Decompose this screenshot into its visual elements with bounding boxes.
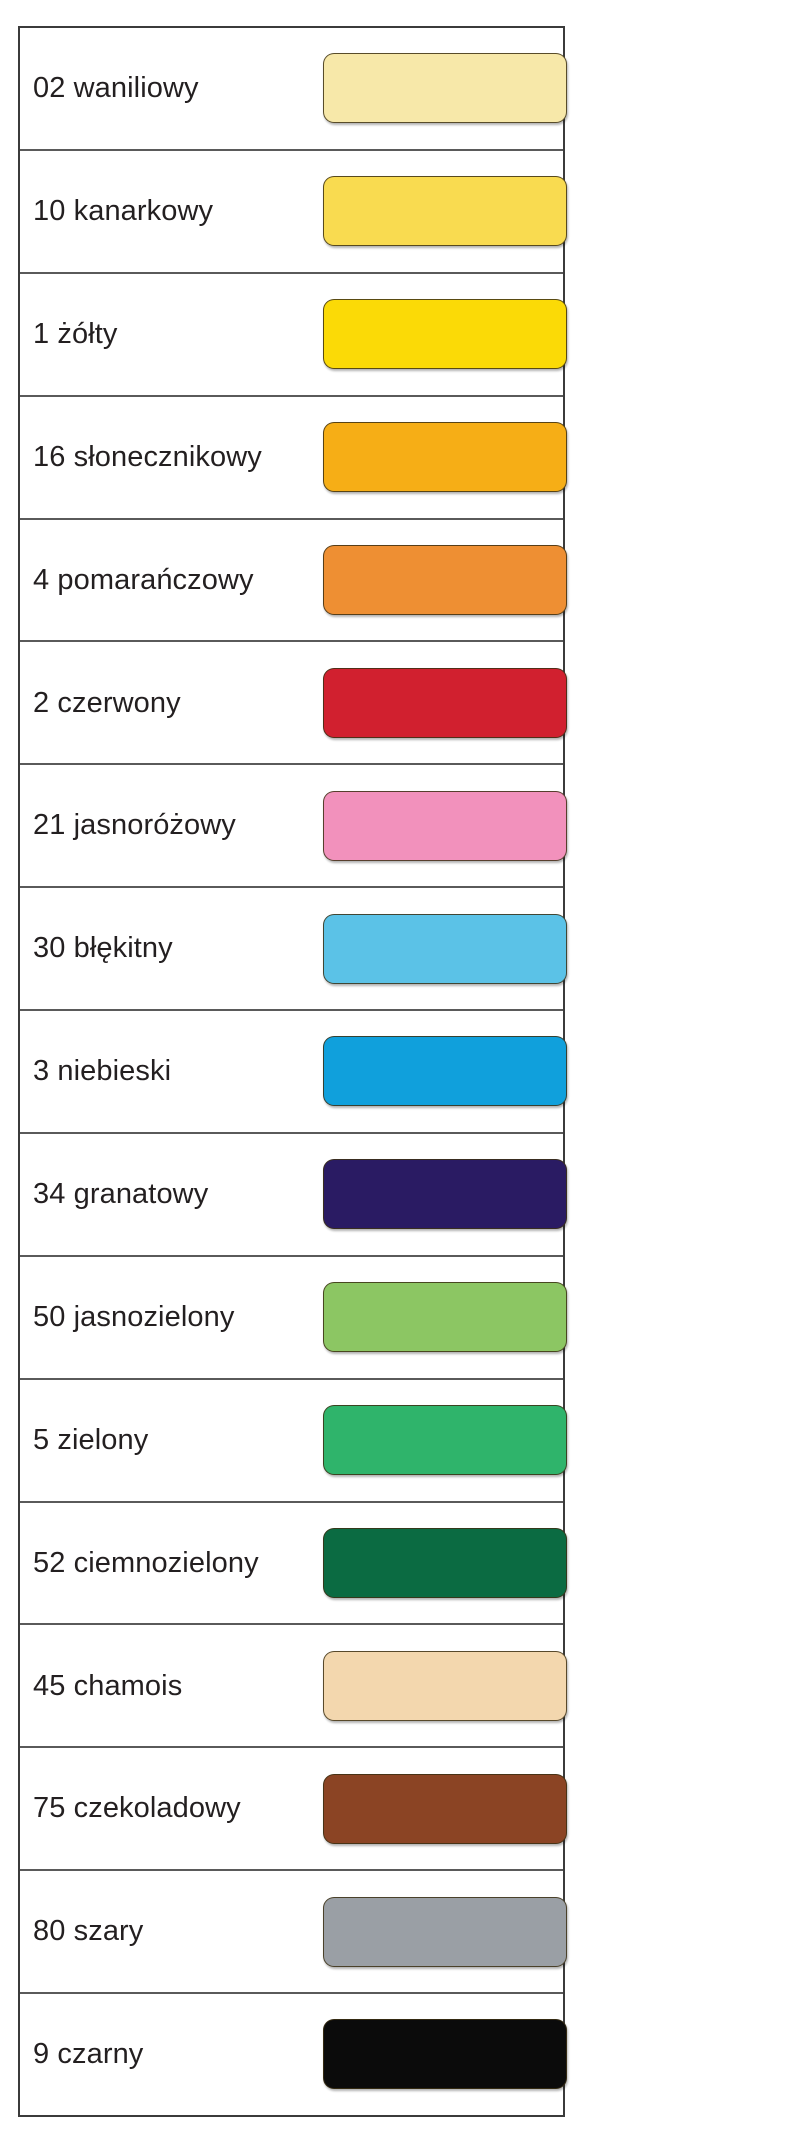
color-row[interactable]: 75 czekoladowy: [20, 1748, 567, 1872]
color-row[interactable]: 4 pomarańczowy: [20, 519, 567, 643]
color-swatch-table: 02 waniliowy 10 kanarkowy 1 żółty 16 słonec…: [18, 26, 567, 2117]
color-row[interactable]: 16 słonecznikowy: [20, 396, 567, 520]
color-swatch[interactable]: [323, 1159, 567, 1230]
color-swatch[interactable]: [323, 1896, 567, 1967]
color-swatch[interactable]: [323, 544, 567, 615]
color-swatch[interactable]: [323, 422, 567, 493]
color-name-label: 80 szary: [33, 1915, 144, 1948]
color-swatch[interactable]: [323, 1650, 567, 1721]
color-name-label: 1 żółty: [33, 317, 118, 350]
color-row[interactable]: 02 waniliowy: [20, 28, 567, 151]
color-row[interactable]: 45 chamois: [20, 1625, 567, 1749]
color-swatch[interactable]: [323, 790, 567, 861]
color-row[interactable]: 21 jasnoróżowy: [20, 765, 567, 889]
color-swatch[interactable]: [323, 1405, 567, 1476]
color-swatch[interactable]: [323, 667, 567, 738]
color-swatch[interactable]: [323, 176, 567, 247]
color-swatch-cell: [305, 1503, 567, 1624]
color-swatch-cell: [305, 765, 567, 886]
color-row[interactable]: 9 czarny: [20, 1994, 567, 2115]
color-swatch-cell: [305, 28, 567, 149]
color-swatch[interactable]: [323, 1282, 567, 1353]
color-swatch-cell: [305, 1871, 567, 1992]
color-swatch-cell: [305, 888, 567, 1009]
color-name-label: 02 waniliowy: [33, 72, 199, 105]
color-swatch-cell: [305, 642, 567, 763]
color-swatch-cell: [305, 274, 567, 395]
color-name-label: 45 chamois: [33, 1669, 183, 1702]
color-name-label: 5 zielony: [33, 1423, 149, 1456]
color-name-label: 75 czekoladowy: [33, 1792, 241, 1825]
color-name-label: 9 czarny: [33, 2038, 144, 2071]
color-row[interactable]: 34 granatowy: [20, 1133, 567, 1257]
color-name-label: 30 błękitny: [33, 932, 173, 965]
color-swatch-cell: [305, 1011, 567, 1132]
color-row[interactable]: 10 kanarkowy: [20, 150, 567, 274]
color-swatch[interactable]: [323, 1773, 567, 1844]
color-swatch[interactable]: [323, 1527, 567, 1598]
color-swatch[interactable]: [323, 1036, 567, 1107]
color-swatch-cell: [305, 1257, 567, 1378]
color-name-label: 2 czerwony: [33, 686, 181, 719]
color-swatch[interactable]: [323, 53, 567, 124]
color-row[interactable]: 1 żółty: [20, 273, 567, 397]
color-row[interactable]: 50 jasnozielony: [20, 1256, 567, 1380]
color-swatch-cell: [305, 397, 567, 518]
color-name-label: 10 kanarkowy: [33, 195, 214, 228]
color-swatch-cell: [305, 151, 567, 272]
color-row[interactable]: 30 błękitny: [20, 888, 567, 1011]
color-swatch-cell: [305, 520, 567, 641]
color-swatch-cell: [305, 1380, 567, 1501]
color-name-label: 52 ciemnozielony: [33, 1546, 259, 1579]
color-row[interactable]: 80 szary: [20, 1871, 567, 1994]
color-swatch-cell: [305, 1994, 567, 2115]
color-swatch-cell: [305, 1134, 567, 1255]
color-row[interactable]: 3 niebieski: [20, 1011, 567, 1134]
color-swatch[interactable]: [323, 299, 567, 370]
color-name-label: 21 jasnoróżowy: [33, 809, 236, 842]
color-swatch[interactable]: [323, 913, 567, 984]
color-swatch-cell: [305, 1625, 567, 1746]
color-name-label: 4 pomarańczowy: [33, 563, 254, 596]
color-swatch[interactable]: [323, 2019, 567, 2090]
color-name-label: 50 jasnozielony: [33, 1300, 235, 1333]
color-row[interactable]: 5 zielony: [20, 1379, 567, 1503]
color-name-label: 34 granatowy: [33, 1178, 209, 1211]
color-swatch-cell: [305, 1748, 567, 1869]
color-row[interactable]: 2 czerwony: [20, 642, 567, 766]
color-name-label: 16 słonecznikowy: [33, 440, 262, 473]
color-row[interactable]: 52 ciemnozielony: [20, 1502, 567, 1626]
color-name-label: 3 niebieski: [33, 1055, 172, 1088]
